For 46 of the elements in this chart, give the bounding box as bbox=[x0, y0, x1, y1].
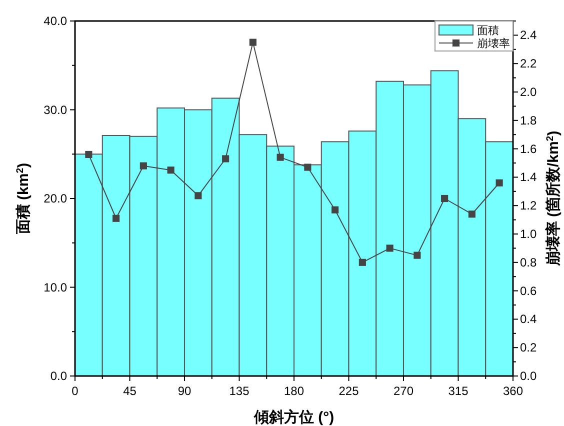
point bbox=[414, 252, 421, 259]
y2-tick-label: 1.6 bbox=[520, 142, 538, 156]
y-tick-label: 10.0 bbox=[44, 280, 68, 294]
y2-tick-label: 1.8 bbox=[520, 113, 538, 128]
y2-tick-label: 0.6 bbox=[520, 284, 538, 298]
y2-tick-label: 0.8 bbox=[520, 255, 538, 270]
x-tick-label: 0 bbox=[72, 384, 79, 398]
x-axis-title: 傾斜方位 (°) bbox=[252, 408, 334, 426]
point bbox=[386, 244, 394, 252]
legend-label: 崩壊率 bbox=[477, 37, 510, 50]
y2-tick-label: 2.2 bbox=[520, 56, 538, 71]
y2-tick-label: 1.0 bbox=[520, 227, 538, 241]
x-tick-label: 90 bbox=[178, 384, 192, 398]
point bbox=[194, 192, 202, 200]
point bbox=[85, 150, 92, 158]
point bbox=[496, 179, 503, 186]
x-tick-label: 315 bbox=[448, 384, 469, 398]
point bbox=[140, 162, 147, 170]
legend-label: 面積 bbox=[477, 25, 499, 37]
y2-tick-label: 0.0 bbox=[520, 369, 538, 383]
x-tick-label: 225 bbox=[338, 384, 360, 398]
point bbox=[112, 214, 120, 222]
y2-tick-label: 2.0 bbox=[520, 85, 538, 99]
point bbox=[358, 258, 366, 266]
point bbox=[276, 154, 284, 161]
point bbox=[304, 164, 312, 171]
y-tick-label: 20.0 bbox=[44, 192, 68, 206]
x-tick-label: 270 bbox=[393, 384, 414, 398]
point bbox=[332, 206, 339, 214]
point bbox=[441, 194, 448, 202]
y-tick-label: 0.0 bbox=[50, 369, 68, 383]
y2-tick-label: 0.4 bbox=[520, 312, 538, 326]
y-tick-label: 30.0 bbox=[44, 102, 68, 117]
point bbox=[222, 155, 230, 162]
point bbox=[249, 38, 256, 46]
x-tick-label: 180 bbox=[284, 384, 304, 398]
y2-tick-label: 0.2 bbox=[520, 340, 538, 355]
y2-tick-label: 1.2 bbox=[520, 198, 538, 213]
y2-tick-label: 1.4 bbox=[520, 170, 538, 184]
point bbox=[468, 210, 476, 218]
y2-tick-label: 2.4 bbox=[520, 28, 538, 42]
x-tick-label: 135 bbox=[229, 384, 250, 398]
y-tick-label: 40.0 bbox=[44, 14, 68, 28]
point bbox=[167, 166, 174, 174]
x-tick-label: 360 bbox=[502, 384, 524, 398]
x-tick-label: 45 bbox=[123, 384, 137, 398]
